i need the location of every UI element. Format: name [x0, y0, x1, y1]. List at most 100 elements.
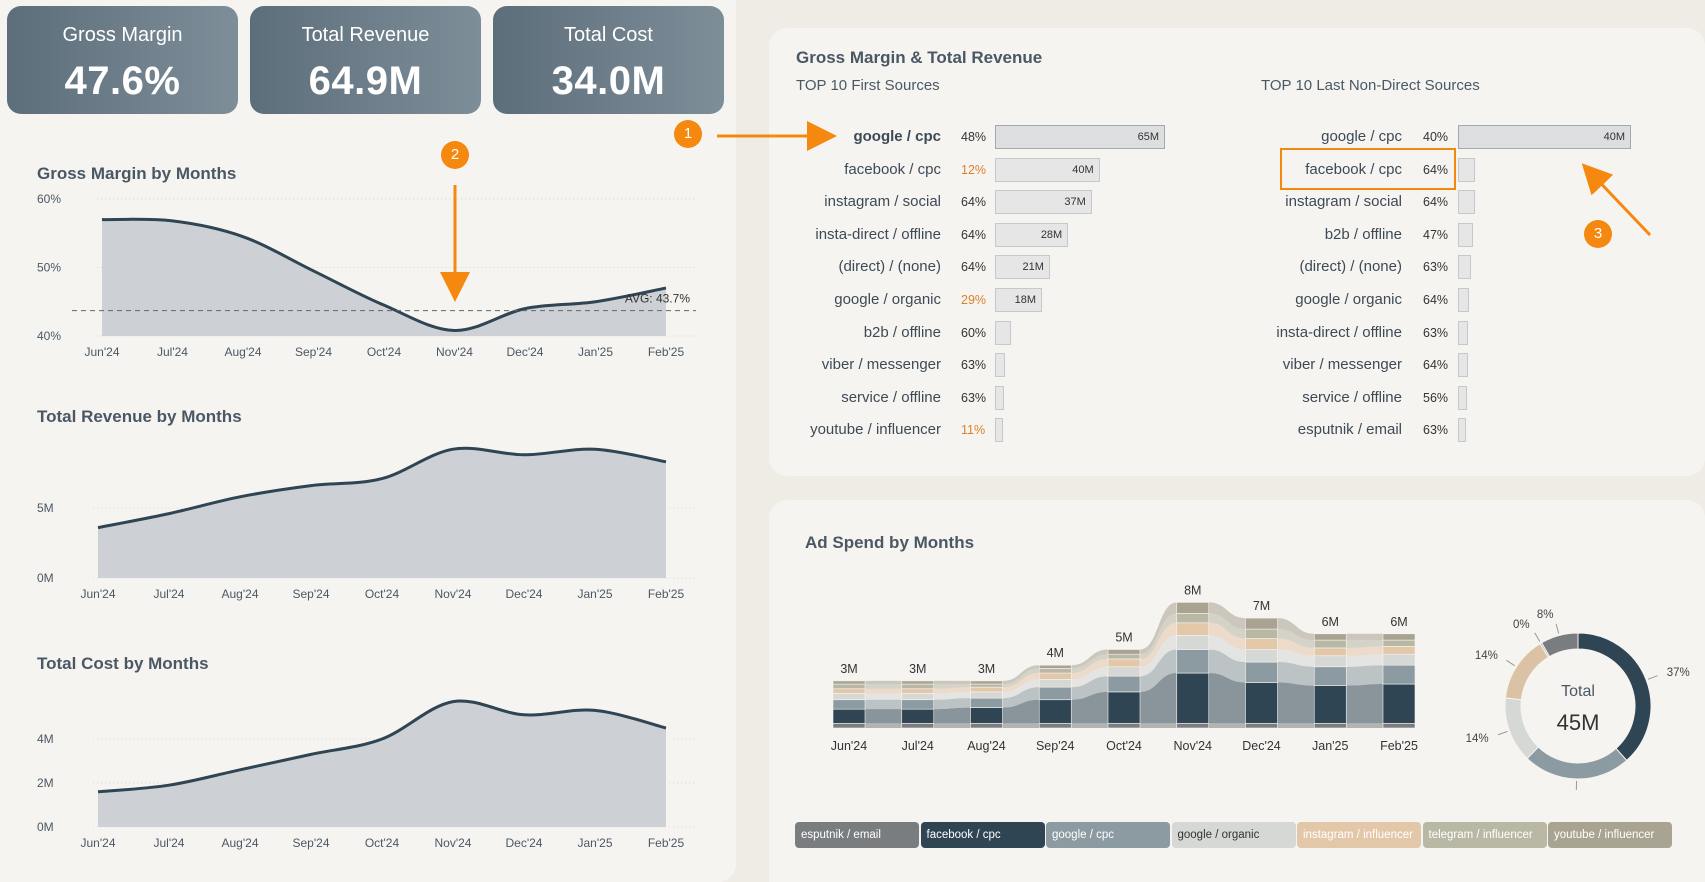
- stack-segment: [1038, 672, 1072, 680]
- x-tick-label: Jan'25: [578, 587, 613, 601]
- x-tick-label: Jun'24: [85, 345, 120, 359]
- source-row[interactable]: insta-direct / offline 63%: [1250, 320, 1670, 346]
- source-row[interactable]: instagram / social 64% 37M: [780, 189, 1200, 215]
- gross-margin-pct: 64%: [1423, 195, 1449, 210]
- source-row[interactable]: service / offline 56%: [1250, 385, 1670, 411]
- ribbon-segment: [1071, 676, 1108, 700]
- revenue-bar[interactable]: 21M: [995, 255, 1050, 280]
- revenue-bar[interactable]: 37M: [995, 190, 1092, 215]
- kpi-total-revenue[interactable]: Total Revenue 64.9M: [250, 6, 481, 114]
- stack-segment: [901, 688, 935, 694]
- source-row[interactable]: b2b / offline 60%: [780, 320, 1200, 346]
- kpi-total-cost[interactable]: Total Cost 34.0M: [493, 6, 724, 114]
- ribbon-segment: [933, 684, 971, 689]
- stack-segment: [1313, 633, 1347, 641]
- x-tick-label: Aug'24: [225, 345, 262, 359]
- source-row[interactable]: facebook / cpc 12% 40M: [780, 157, 1200, 183]
- ribbon-segment: [1002, 723, 1040, 728]
- revenue-bar[interactable]: 18M: [995, 288, 1043, 312]
- donut-label: 14%: [1475, 650, 1498, 662]
- stack-segment: [1038, 686, 1072, 701]
- x-tick-label: Sep'24: [293, 836, 330, 850]
- revenue-bar[interactable]: [995, 353, 1006, 378]
- revenue-bar[interactable]: 40M: [995, 157, 1100, 182]
- stack-segment: [1107, 691, 1141, 724]
- revenue-bar[interactable]: [995, 385, 1005, 410]
- source-row[interactable]: (direct) / (none) 63%: [1250, 254, 1670, 280]
- kpi-title: Total Cost: [564, 24, 653, 46]
- source-row[interactable]: esputnik / email 63%: [1250, 417, 1670, 443]
- stack-segment: [832, 688, 866, 694]
- ribbon-segment: [1346, 723, 1383, 728]
- y-tick-label: 50%: [37, 261, 61, 275]
- revenue-bar[interactable]: [1458, 418, 1466, 443]
- revenue-bar[interactable]: [995, 418, 1003, 443]
- legend-item[interactable]: youtube / influencer: [1548, 822, 1672, 848]
- ribbon-segment: [933, 687, 971, 694]
- legend-item[interactable]: google / organic: [1171, 822, 1296, 848]
- stack-segment: [832, 708, 866, 724]
- revenue-bar[interactable]: [1458, 157, 1476, 182]
- source-row[interactable]: viber / messenger 63%: [780, 352, 1200, 378]
- legend-item[interactable]: facebook / cpc: [920, 822, 1045, 848]
- legend-item[interactable]: instagram / influencer: [1297, 822, 1421, 848]
- revenue-bar[interactable]: 65M: [995, 125, 1165, 149]
- revenue-bar[interactable]: [1458, 385, 1467, 410]
- x-tick-label: Dec'24: [1242, 739, 1281, 753]
- stack-segment: [1313, 647, 1347, 657]
- revenue-bar[interactable]: [1458, 222, 1474, 247]
- source-row[interactable]: youtube / influencer 11%: [780, 417, 1200, 443]
- stack-segment: [1176, 622, 1210, 636]
- source-row[interactable]: facebook / cpc 64%: [1250, 157, 1670, 183]
- revenue-bar[interactable]: [1458, 255, 1471, 280]
- ribbon-segment: [1002, 699, 1040, 724]
- source-row[interactable]: google / organic 64%: [1250, 287, 1670, 313]
- revenue-bar[interactable]: [1458, 190, 1476, 215]
- stack-segment: [1382, 683, 1416, 724]
- source-row[interactable]: viber / messenger 64%: [1250, 352, 1670, 378]
- source-row[interactable]: service / offline 63%: [780, 385, 1200, 411]
- revenue-bar[interactable]: [1458, 353, 1468, 378]
- kpi-gross-margin[interactable]: Gross Margin 47.6%: [7, 6, 238, 114]
- ribbon-segment: [865, 684, 902, 689]
- stack-segment: [1107, 658, 1141, 668]
- stack-segment: [1245, 649, 1278, 663]
- source-row[interactable]: insta-direct / offline 64% 28M: [780, 222, 1200, 248]
- source-row[interactable]: google / cpc 40% 40M: [1250, 124, 1670, 150]
- donut-leader: [1497, 730, 1508, 736]
- revenue-bar-label: 40M: [1072, 163, 1094, 176]
- stack-segment: [1038, 722, 1072, 729]
- x-tick-label: Oct'24: [367, 345, 402, 359]
- stack-segment: [1382, 633, 1416, 641]
- ribbon-segment: [865, 688, 902, 694]
- source-row[interactable]: instagram / social 64%: [1250, 189, 1670, 215]
- source-row[interactable]: google / organic 29% 18M: [780, 287, 1200, 313]
- gross-margin-pct: 40%: [1423, 130, 1449, 144]
- ribbon-segment: [1071, 666, 1108, 688]
- source-row[interactable]: b2b / offline 47%: [1250, 222, 1670, 248]
- legend-item[interactable]: google / cpc: [1046, 822, 1170, 848]
- source-label: instagram / social: [824, 193, 941, 211]
- revenue-bar[interactable]: [995, 320, 1011, 345]
- revenue-bar[interactable]: [1458, 320, 1468, 345]
- source-row[interactable]: google / cpc 48% 65M: [780, 124, 1200, 150]
- stack-segment: [1313, 655, 1347, 668]
- legend-item[interactable]: telegram / influencer: [1422, 822, 1547, 848]
- stack-segment: [1382, 646, 1416, 655]
- stack-segment: [1176, 722, 1210, 729]
- source-row[interactable]: (direct) / (none) 64% 21M: [780, 254, 1200, 280]
- ribbon-segment: [1208, 649, 1246, 683]
- revenue-bar[interactable]: [1458, 288, 1469, 312]
- donut-leader: [1506, 659, 1516, 667]
- x-tick-label: Dec'24: [507, 345, 544, 359]
- legend-item[interactable]: esputnik / email: [795, 822, 919, 848]
- ribbon-segment: [1140, 635, 1177, 677]
- revenue-bar[interactable]: 40M: [1458, 125, 1631, 149]
- column-total-label: 6M: [1322, 615, 1339, 629]
- revenue-bar[interactable]: 28M: [995, 222, 1069, 247]
- ribbon-segment: [1277, 682, 1315, 724]
- x-tick-label: Jan'25: [578, 836, 613, 850]
- stack-segment: [1245, 682, 1278, 724]
- y-tick-label: 4M: [37, 732, 54, 746]
- x-tick-label: Oct'24: [365, 836, 400, 850]
